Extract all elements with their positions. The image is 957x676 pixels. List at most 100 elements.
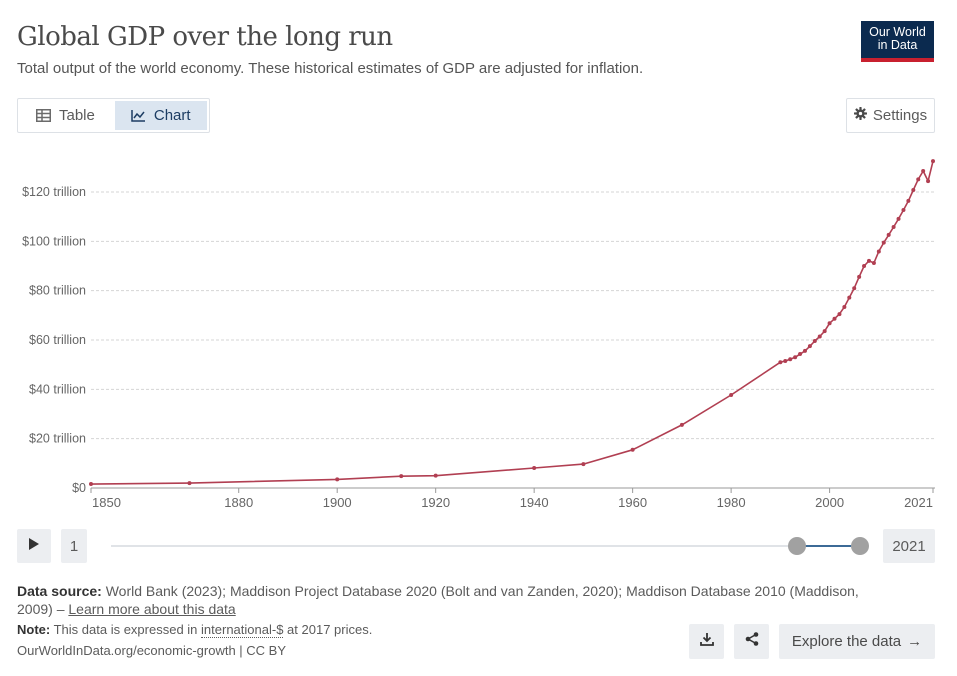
data-point[interactable]	[926, 179, 931, 184]
data-point[interactable]	[837, 312, 842, 317]
timeline-track[interactable]	[111, 545, 863, 547]
data-point[interactable]	[793, 355, 798, 360]
data-point[interactable]	[827, 321, 832, 326]
data-point[interactable]	[866, 258, 871, 263]
tab-chart[interactable]: Chart	[114, 101, 207, 130]
gdp-line-chart: $0 $20 trillion $40 trillion $60 trillion $8…	[22, 159, 935, 510]
data-point[interactable]	[812, 338, 817, 343]
owid-logo[interactable]: Our World in Data	[861, 21, 934, 62]
data-point[interactable]	[729, 393, 734, 398]
timeline-start-label[interactable]: 1	[61, 529, 87, 563]
y-tick-label: $20 trillion	[29, 432, 86, 446]
data-point[interactable]	[798, 352, 803, 357]
line-chart-icon	[131, 109, 146, 122]
data-point[interactable]	[852, 286, 857, 291]
learn-more-link[interactable]: Learn more about this data	[68, 601, 236, 617]
view-tabs: Table Chart	[17, 98, 210, 133]
x-tick-label: 1850	[92, 495, 121, 510]
data-point[interactable]	[581, 462, 586, 467]
data-point[interactable]	[911, 188, 916, 193]
x-tick-label: 1920	[421, 495, 450, 510]
series-layer[interactable]	[89, 159, 935, 487]
data-point[interactable]	[842, 304, 847, 309]
play-button[interactable]	[17, 529, 51, 563]
download-icon	[699, 632, 714, 651]
data-point[interactable]	[876, 249, 881, 254]
x-tick-label: 1900	[323, 495, 352, 510]
x-tick-label: 1980	[717, 495, 746, 510]
y-axis: $0 $20 trillion $40 trillion $60 trillion $8…	[22, 185, 86, 495]
data-point[interactable]	[901, 208, 906, 213]
data-point[interactable]	[916, 177, 921, 182]
play-icon	[29, 537, 39, 555]
data-point[interactable]	[802, 348, 807, 353]
source-label: Data source:	[17, 583, 102, 599]
data-point[interactable]	[532, 466, 537, 471]
note-text-post: at 2017 prices.	[287, 622, 373, 637]
download-button[interactable]	[689, 624, 724, 659]
data-point[interactable]	[881, 240, 886, 245]
settings-label: Settings	[872, 107, 928, 124]
data-point[interactable]	[906, 198, 911, 203]
data-point[interactable]	[89, 482, 93, 487]
x-axis: 1850 1880 1900 1920 1940 1960 1980 2000 2021	[90, 488, 934, 510]
y-tick-label: $40 trillion	[29, 382, 86, 396]
data-point[interactable]	[630, 447, 635, 452]
tab-table[interactable]: Table	[18, 99, 113, 132]
data-point[interactable]	[778, 360, 783, 365]
y-tick-label: $60 trillion	[29, 333, 86, 347]
data-point[interactable]	[433, 473, 438, 478]
note-text-pre: This data is expressed in	[53, 622, 198, 637]
attribution[interactable]: OurWorldInData.org/economic-growth | CC …	[17, 643, 287, 658]
chart-subtitle: Total output of the world economy. These…	[17, 60, 644, 77]
data-point[interactable]	[921, 169, 926, 174]
data-point[interactable]	[817, 334, 822, 339]
y-tick-label: $100 trillion	[22, 234, 86, 248]
data-point[interactable]	[399, 474, 404, 479]
explore-label: Explore the data	[791, 633, 902, 650]
logo-line-2: in Data	[877, 38, 918, 52]
data-point[interactable]	[679, 422, 684, 427]
data-point[interactable]	[335, 477, 340, 482]
source-text: World Bank (2023); Maddison Project Data…	[17, 583, 859, 617]
data-source: Data source: World Bank (2023); Maddison…	[17, 582, 887, 618]
data-point[interactable]	[807, 344, 812, 349]
data-point[interactable]	[847, 295, 852, 300]
timeline-selected-range	[797, 545, 860, 547]
data-point[interactable]	[891, 225, 896, 230]
series-line[interactable]	[90, 161, 934, 485]
data-point[interactable]	[931, 159, 935, 164]
y-tick-label: $0	[72, 481, 86, 495]
timeline: 1 2021	[17, 529, 935, 563]
data-point[interactable]	[896, 216, 901, 221]
data-point[interactable]	[187, 481, 192, 486]
data-point[interactable]	[886, 232, 891, 237]
international-dollar-link[interactable]: international-$	[201, 622, 284, 638]
x-tick-label: 2000	[815, 495, 844, 510]
timeline-end-handle[interactable]	[851, 537, 869, 555]
gear-icon	[853, 107, 867, 124]
grid-layer	[91, 191, 935, 489]
table-icon	[36, 109, 51, 122]
data-point[interactable]	[788, 357, 793, 362]
data-point[interactable]	[862, 264, 867, 268]
data-point[interactable]	[783, 358, 788, 363]
arrow-right-icon: →	[907, 633, 923, 650]
tab-table-label: Table	[59, 107, 95, 124]
share-button[interactable]	[734, 624, 769, 659]
data-point[interactable]	[822, 329, 827, 334]
timeline-start-handle[interactable]	[788, 537, 806, 555]
data-point[interactable]	[857, 274, 862, 279]
note-label: Note:	[17, 622, 51, 637]
data-point[interactable]	[832, 316, 837, 321]
x-tick-label: 1940	[520, 495, 549, 510]
y-tick-label: $120 trillion	[22, 185, 86, 199]
timeline-end-label[interactable]: 2021	[883, 529, 935, 563]
share-icon	[745, 632, 759, 651]
logo-line-1: Our World	[869, 25, 926, 39]
chart-title: Global GDP over the long run	[17, 22, 393, 52]
data-point[interactable]	[871, 261, 876, 266]
tab-chart-label: Chart	[153, 107, 191, 124]
settings-button[interactable]: Settings	[846, 98, 935, 133]
explore-data-button[interactable]: Explore the data →	[779, 624, 935, 659]
